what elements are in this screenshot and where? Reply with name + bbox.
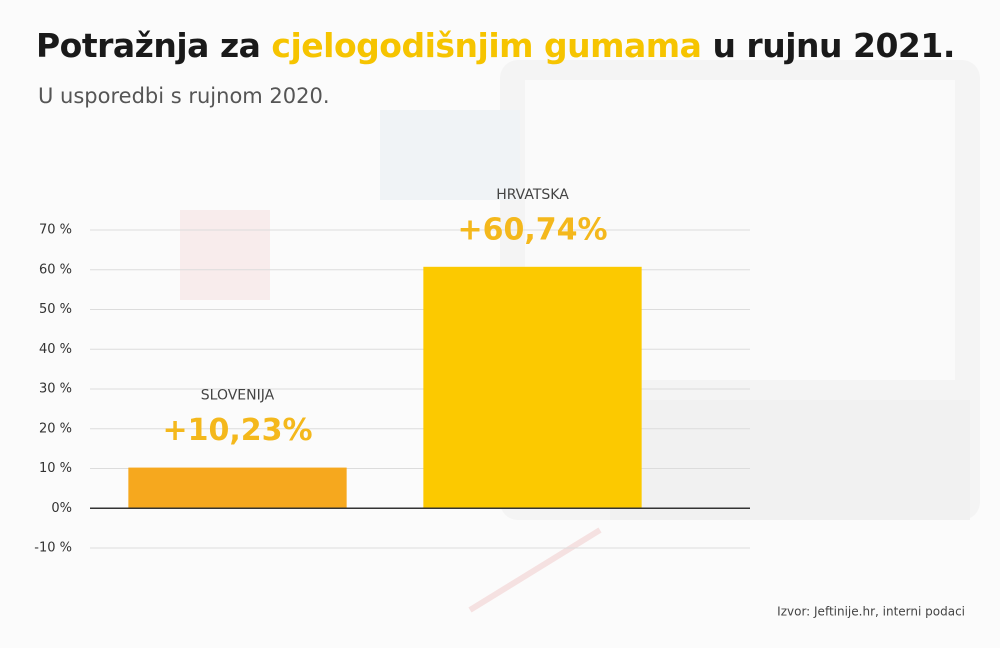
- decor-pen: [468, 527, 602, 613]
- bar: [423, 266, 642, 509]
- subtitle: U usporedbi s rujnom 2020.: [38, 84, 330, 108]
- bar: [128, 467, 347, 509]
- value-label: +10,23%: [162, 413, 312, 448]
- y-tick-label: 0%: [51, 501, 72, 516]
- y-tick-label: 10 %: [39, 461, 72, 476]
- title-part: u rujnu 2021.: [712, 26, 955, 65]
- y-tick-label: 50 %: [39, 302, 72, 317]
- y-tick-label: 20 %: [39, 421, 72, 436]
- chart-title: Potražnja za cjelogodišnjim gumama u ruj…: [36, 26, 955, 65]
- y-tick-label: 40 %: [39, 342, 72, 357]
- y-tick-label: 70 %: [39, 223, 72, 238]
- source: Izvor: Jeftinije.hr, interni podaci: [777, 605, 965, 619]
- category-label: SLOVENIJA: [201, 388, 275, 404]
- category-label: HRVATSKA: [496, 187, 569, 203]
- plot: -10 % 0% 10 % 20 % 30 % 40 % 50 % 60 % 70 % SLOVE…: [34, 187, 750, 556]
- y-tick-label: 60 %: [39, 262, 72, 277]
- title-part: Potražnja za: [36, 26, 261, 65]
- laptop-keyboard: [610, 400, 970, 520]
- title-part: cjelogodišnjim gumama: [271, 26, 702, 65]
- value-label: +60,74%: [457, 212, 607, 247]
- y-tick-label: 30 %: [39, 382, 72, 397]
- decor-block: [380, 110, 520, 200]
- decor-block: [180, 210, 270, 300]
- y-tick-label: -10 %: [34, 541, 72, 556]
